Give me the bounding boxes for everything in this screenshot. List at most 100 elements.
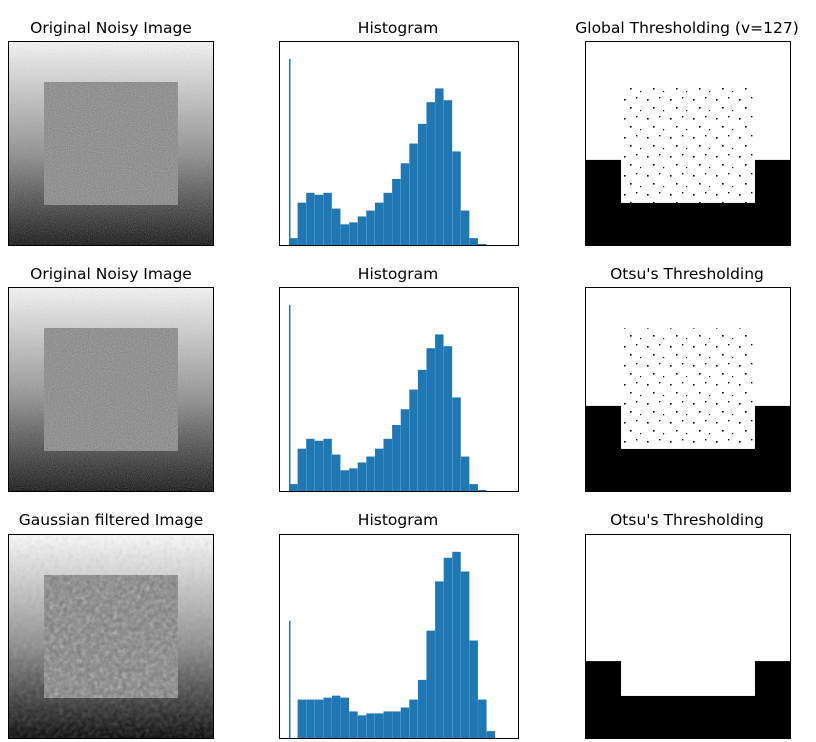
hist-bar bbox=[469, 484, 478, 492]
title-r0c1: Histogram bbox=[358, 19, 438, 37]
image-square-noise bbox=[44, 328, 178, 451]
threshold-specks bbox=[621, 82, 755, 203]
image-square-noise bbox=[44, 82, 178, 205]
panel-r2c0 bbox=[8, 534, 214, 739]
hist-bar bbox=[400, 163, 410, 246]
threshold-specks bbox=[621, 328, 755, 449]
hist-bar bbox=[452, 551, 461, 739]
hist-bar bbox=[400, 409, 410, 492]
hist-bar bbox=[374, 448, 384, 492]
hist-bar bbox=[443, 346, 453, 492]
hist-bar bbox=[306, 192, 315, 246]
hist-bar bbox=[460, 571, 470, 739]
panel-r0c1 bbox=[279, 41, 519, 247]
hist-bar bbox=[435, 88, 444, 247]
hist-bar bbox=[374, 713, 384, 739]
hist-bar bbox=[289, 484, 298, 492]
hist-bar bbox=[426, 630, 435, 739]
hist-bar bbox=[314, 440, 324, 492]
hist-bar bbox=[392, 711, 401, 739]
hist-bar bbox=[469, 238, 478, 246]
hist-bar bbox=[417, 123, 427, 246]
hist-bar bbox=[306, 438, 315, 492]
panel-r0c2 bbox=[585, 41, 791, 246]
image-square-noise bbox=[44, 575, 178, 698]
image-frame bbox=[585, 41, 791, 246]
hist-bar bbox=[340, 224, 350, 246]
hist-bar bbox=[306, 699, 315, 739]
hist-bar bbox=[452, 397, 461, 492]
hist-bar bbox=[357, 462, 367, 492]
hist-bar bbox=[400, 707, 410, 739]
title-r1c1: Histogram bbox=[358, 265, 438, 283]
hist-bar bbox=[417, 679, 427, 739]
hist-bar bbox=[366, 456, 375, 492]
image-frame bbox=[8, 534, 214, 739]
hist-bar bbox=[452, 151, 461, 246]
title-r1c2: Otsu's Thresholding bbox=[610, 265, 764, 283]
hist-bar bbox=[297, 699, 307, 739]
hist-bar bbox=[314, 194, 324, 246]
hist-spike bbox=[289, 620, 291, 739]
hist-bar bbox=[409, 699, 418, 739]
hist-bar bbox=[426, 102, 435, 246]
hist-bar bbox=[297, 202, 307, 246]
title-r0c2: Global Thresholding (v=127) bbox=[575, 19, 799, 37]
hist-bar bbox=[340, 697, 350, 739]
image-frame bbox=[8, 287, 214, 492]
hist-bar bbox=[314, 699, 324, 739]
hist-bar bbox=[331, 454, 341, 492]
threshold-bottom-dark bbox=[585, 695, 791, 739]
hist-bar bbox=[349, 711, 358, 739]
hist-bar bbox=[357, 216, 367, 246]
hist-bar bbox=[486, 731, 496, 739]
hist-bar bbox=[349, 222, 358, 246]
hist-bar bbox=[349, 468, 358, 492]
title-r0c0: Original Noisy Image bbox=[30, 19, 192, 37]
panel-r2c1 bbox=[279, 534, 519, 739]
panel-r1c0 bbox=[8, 287, 214, 492]
hist-bar bbox=[297, 448, 307, 492]
threshold-bottom-dark bbox=[585, 202, 791, 246]
hist-bar bbox=[392, 425, 401, 492]
hist-bar bbox=[443, 100, 453, 246]
hist-frame bbox=[279, 287, 519, 492]
title-r2c2: Otsu's Thresholding bbox=[610, 511, 764, 529]
hist-frame bbox=[279, 534, 519, 739]
hist-bar bbox=[435, 581, 444, 739]
hist-bar bbox=[366, 210, 375, 246]
hist-bar bbox=[409, 143, 418, 246]
hist-bar bbox=[323, 192, 332, 246]
hist-bar bbox=[426, 348, 435, 492]
hist-bar bbox=[340, 470, 350, 492]
hist-bar bbox=[357, 715, 367, 739]
image-frame bbox=[585, 287, 791, 492]
hist-bar bbox=[331, 695, 341, 739]
title-r2c0: Gaussian filtered Image bbox=[19, 511, 204, 529]
title-r2c1: Histogram bbox=[358, 511, 438, 529]
hist-bar bbox=[374, 202, 384, 246]
hist-bar bbox=[383, 192, 392, 246]
hist-bar bbox=[443, 557, 453, 739]
hist-bar bbox=[478, 699, 487, 739]
hist-bar bbox=[435, 334, 444, 492]
hist-bar bbox=[383, 438, 392, 492]
hist-spike bbox=[289, 304, 291, 492]
hist-frame bbox=[279, 41, 519, 246]
hist-bar bbox=[460, 456, 470, 492]
panel-r1c2 bbox=[585, 287, 791, 492]
hist-bar bbox=[469, 640, 478, 739]
hist-bar bbox=[289, 238, 298, 246]
hist-bar bbox=[366, 713, 375, 739]
hist-bar bbox=[460, 210, 470, 246]
hist-bar bbox=[392, 179, 401, 246]
hist-spike bbox=[289, 58, 291, 246]
panel-r2c2 bbox=[585, 534, 791, 739]
hist-bar bbox=[323, 438, 332, 492]
hist-bar bbox=[383, 711, 392, 739]
image-frame bbox=[8, 41, 214, 246]
hist-bar bbox=[323, 697, 332, 739]
hist-bar bbox=[409, 389, 418, 492]
image-frame bbox=[585, 534, 791, 739]
